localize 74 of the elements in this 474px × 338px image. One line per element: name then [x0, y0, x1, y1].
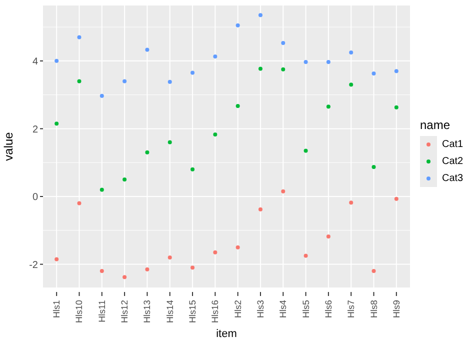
- point: [236, 104, 240, 108]
- x-tick-label: Hls13: [142, 300, 152, 324]
- point: [258, 13, 262, 18]
- x-tick-label: Hls7: [346, 300, 356, 318]
- point: [326, 234, 330, 238]
- point: [168, 80, 172, 84]
- x-tick-label: Hls11: [96, 300, 107, 322]
- y-axis-title: value: [1, 132, 16, 161]
- point: [100, 188, 104, 192]
- point: [372, 269, 376, 274]
- point: [100, 94, 104, 98]
- point: [394, 196, 398, 201]
- point: [168, 140, 172, 144]
- point: [54, 257, 59, 262]
- x-tick-label: Hls16: [210, 300, 220, 324]
- point: [394, 69, 398, 74]
- legend-title: name: [420, 118, 452, 132]
- point: [168, 255, 172, 260]
- point: [190, 167, 195, 172]
- x-tick-label: Hls15: [188, 300, 198, 324]
- y-tick-label: 4: [32, 56, 38, 68]
- x-axis-title: item: [216, 328, 237, 338]
- point: [304, 254, 308, 258]
- legend-label: Cat1: [442, 139, 464, 150]
- x-tick-label: Hls12: [120, 300, 130, 324]
- point: [258, 207, 262, 212]
- point: [122, 275, 127, 280]
- point: [77, 79, 82, 84]
- x-tick-label: Hls3: [255, 300, 266, 318]
- y-tick-label: 2: [32, 124, 38, 136]
- point: [77, 201, 82, 206]
- point: [100, 269, 104, 274]
- y-tick-label: -2: [29, 260, 38, 271]
- legend-label: Cat2: [442, 156, 464, 167]
- point: [145, 150, 150, 154]
- point: [145, 48, 150, 52]
- x-tick-label: Hls4: [278, 300, 288, 318]
- point: [54, 122, 59, 126]
- x-tick-label: Hls9: [391, 300, 402, 318]
- legend-label: Cat3: [442, 173, 464, 184]
- point: [77, 35, 82, 40]
- point: [349, 82, 354, 87]
- point: [258, 66, 262, 71]
- point: [122, 178, 127, 182]
- point: [213, 132, 218, 136]
- point: [372, 71, 376, 76]
- point: [190, 70, 195, 75]
- point: [326, 104, 330, 109]
- point: [190, 266, 195, 270]
- point: [394, 105, 398, 110]
- x-tick-label: Hls1: [52, 300, 62, 318]
- point: [326, 60, 330, 64]
- x-tick-label: Hls8: [368, 300, 379, 318]
- point: [236, 245, 240, 250]
- point: [281, 67, 286, 72]
- point: [304, 148, 308, 153]
- x-tick-label: Hls10: [74, 300, 84, 324]
- point: [213, 250, 218, 254]
- y-tick-label: 0: [32, 192, 38, 204]
- point: [122, 79, 127, 84]
- x-tick-label: Hls2: [232, 300, 243, 318]
- point: [54, 58, 59, 63]
- point: [372, 165, 376, 170]
- point: [281, 40, 286, 45]
- point: [213, 54, 218, 59]
- point: [304, 60, 308, 64]
- x-tick-label: Hls5: [300, 300, 311, 318]
- point: [349, 50, 354, 54]
- point: [349, 200, 354, 205]
- point: [145, 267, 150, 272]
- x-tick-label: Hls14: [164, 300, 175, 324]
- point: [281, 189, 286, 194]
- point: [236, 23, 240, 28]
- x-tick-label: Hls6: [323, 300, 334, 318]
